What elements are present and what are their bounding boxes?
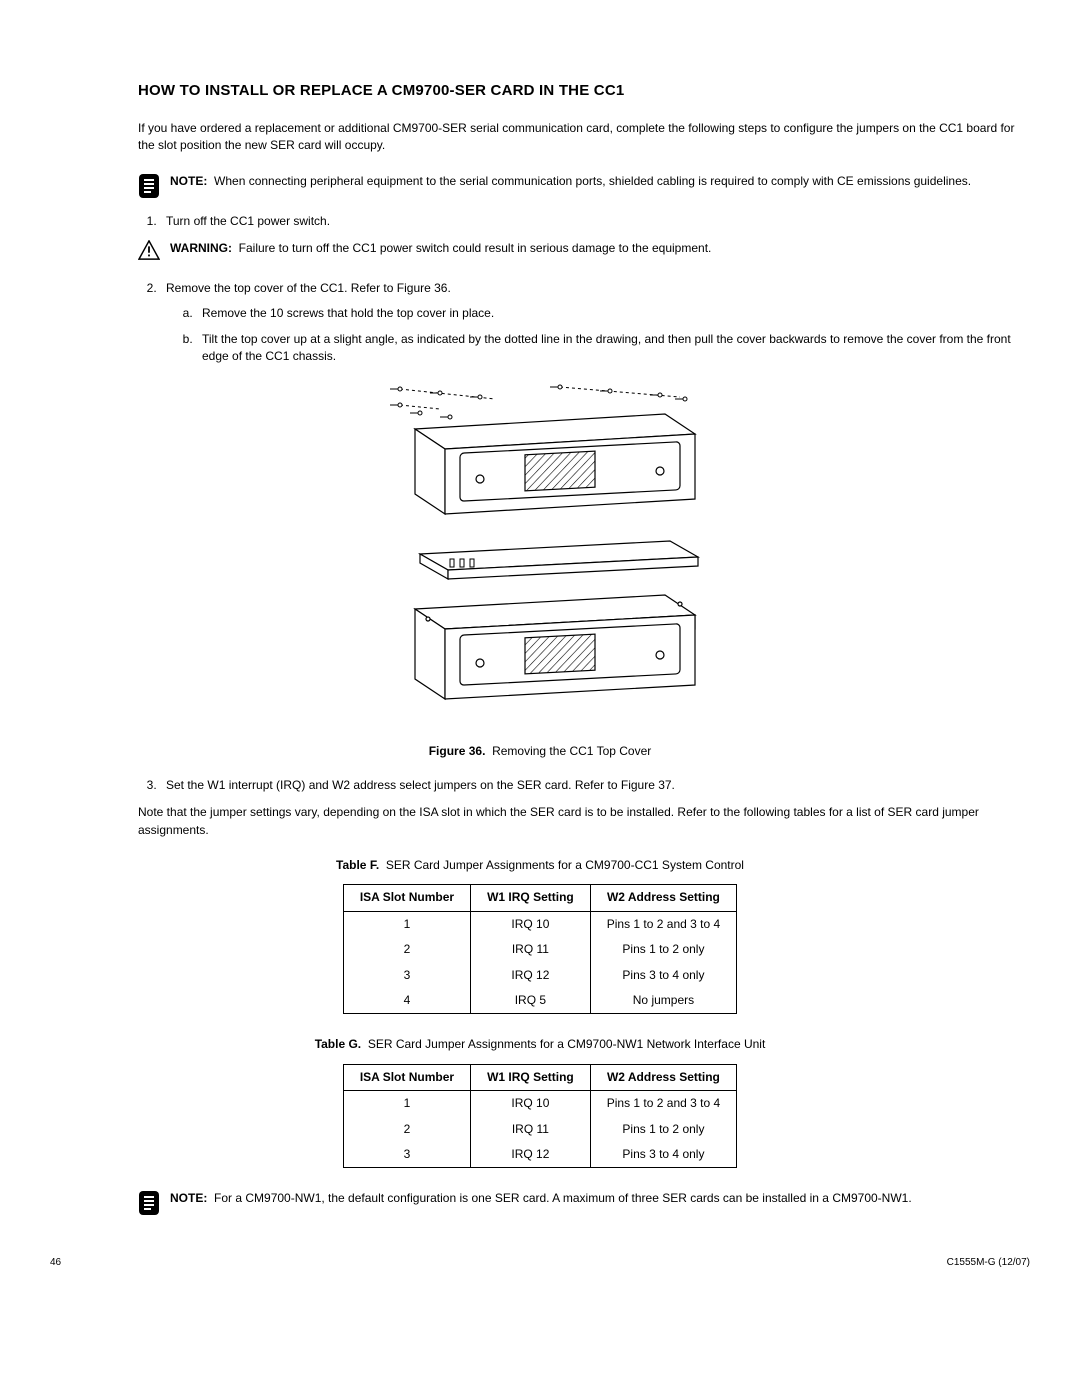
table-cell: 1 bbox=[343, 1091, 470, 1117]
table-header: W1 IRQ Setting bbox=[471, 885, 591, 911]
table-cell: 4 bbox=[343, 988, 470, 1014]
step-2b: Tilt the top cover up at a slight angle,… bbox=[196, 331, 1030, 366]
table-f: ISA Slot Number W1 IRQ Setting W2 Addres… bbox=[343, 884, 737, 1014]
note-after-steps: Note that the jumper settings vary, depe… bbox=[138, 804, 1030, 839]
table-cell: IRQ 11 bbox=[471, 937, 591, 962]
table-cell: IRQ 12 bbox=[471, 1142, 591, 1168]
table-f-caption: Table F. SER Card Jumper Assignments for… bbox=[50, 857, 1030, 874]
table-cell: IRQ 10 bbox=[471, 1091, 591, 1117]
table-f-label: Table F. bbox=[336, 858, 379, 872]
warning-text: WARNING: Failure to turn off the CC1 pow… bbox=[170, 240, 1030, 257]
note-icon bbox=[138, 173, 160, 199]
table-row: 3IRQ 12Pins 3 to 4 only bbox=[343, 963, 736, 988]
page-heading: HOW TO INSTALL OR REPLACE A CM9700-SER C… bbox=[138, 80, 1030, 102]
table-header: W2 Address Setting bbox=[590, 1064, 736, 1090]
table-header: ISA Slot Number bbox=[343, 885, 470, 911]
table-cell: 3 bbox=[343, 963, 470, 988]
note-label: NOTE: bbox=[170, 174, 207, 188]
warning-callout: WARNING: Failure to turn off the CC1 pow… bbox=[138, 240, 1030, 266]
table-cell: IRQ 10 bbox=[471, 911, 591, 937]
table-cell: Pins 1 to 2 and 3 to 4 bbox=[590, 911, 736, 937]
step-1: Turn off the CC1 power switch. bbox=[160, 213, 1030, 230]
table-cell: No jumpers bbox=[590, 988, 736, 1014]
step-3: Set the W1 interrupt (IRQ) and W2 addres… bbox=[160, 777, 1030, 794]
table-header: W1 IRQ Setting bbox=[471, 1064, 591, 1090]
note-text-2: NOTE: For a CM9700-NW1, the default conf… bbox=[170, 1190, 1030, 1207]
doc-reference: C1555M-G (12/07) bbox=[947, 1256, 1030, 1271]
table-cell: 1 bbox=[343, 911, 470, 937]
note-icon bbox=[138, 1190, 160, 1216]
table-cell: IRQ 11 bbox=[471, 1117, 591, 1142]
table-row: 1IRQ 10Pins 1 to 2 and 3 to 4 bbox=[343, 1091, 736, 1117]
note-text-1: NOTE: When connecting peripheral equipme… bbox=[170, 173, 1030, 190]
table-g-caption: Table G. SER Card Jumper Assignments for… bbox=[50, 1036, 1030, 1053]
warning-icon bbox=[138, 240, 160, 266]
step-2-text: Remove the top cover of the CC1. Refer t… bbox=[166, 281, 451, 295]
note-body: For a CM9700-NW1, the default configurat… bbox=[214, 1191, 912, 1205]
intro-paragraph: If you have ordered a replacement or add… bbox=[138, 120, 1030, 155]
table-header: ISA Slot Number bbox=[343, 1064, 470, 1090]
table-cell: Pins 3 to 4 only bbox=[590, 963, 736, 988]
note-body: When connecting peripheral equipment to … bbox=[214, 174, 971, 188]
table-g-label: Table G. bbox=[315, 1037, 361, 1051]
table-cell: 3 bbox=[343, 1142, 470, 1168]
figure-text: Removing the CC1 Top Cover bbox=[492, 744, 651, 758]
figure-label: Figure 36. bbox=[429, 744, 486, 758]
table-cell: Pins 1 to 2 only bbox=[590, 937, 736, 962]
note-callout-2: NOTE: For a CM9700-NW1, the default conf… bbox=[138, 1190, 1030, 1216]
table-row: 4IRQ 5No jumpers bbox=[343, 988, 736, 1014]
table-g: ISA Slot Number W1 IRQ Setting W2 Addres… bbox=[343, 1064, 737, 1169]
page-number: 46 bbox=[50, 1256, 61, 1271]
table-f-title: SER Card Jumper Assignments for a CM9700… bbox=[386, 858, 744, 872]
table-row: 3IRQ 12Pins 3 to 4 only bbox=[343, 1142, 736, 1168]
table-cell: Pins 1 to 2 and 3 to 4 bbox=[590, 1091, 736, 1117]
step-2a: Remove the 10 screws that hold the top c… bbox=[196, 305, 1030, 322]
table-cell: IRQ 5 bbox=[471, 988, 591, 1014]
warning-body: Failure to turn off the CC1 power switch… bbox=[239, 241, 712, 255]
table-cell: 2 bbox=[343, 1117, 470, 1142]
table-cell: 2 bbox=[343, 937, 470, 962]
step-2: Remove the top cover of the CC1. Refer t… bbox=[160, 280, 1030, 366]
table-g-title: SER Card Jumper Assignments for a CM9700… bbox=[368, 1037, 765, 1051]
table-row: 2IRQ 11Pins 1 to 2 only bbox=[343, 1117, 736, 1142]
note-callout-1: NOTE: When connecting peripheral equipme… bbox=[138, 173, 1030, 199]
table-cell: IRQ 12 bbox=[471, 963, 591, 988]
figure-caption: Figure 36. Removing the CC1 Top Cover bbox=[50, 743, 1030, 760]
table-cell: Pins 3 to 4 only bbox=[590, 1142, 736, 1168]
table-row: 1IRQ 10Pins 1 to 2 and 3 to 4 bbox=[343, 911, 736, 937]
warning-label: WARNING: bbox=[170, 241, 232, 255]
table-row: 2IRQ 11Pins 1 to 2 only bbox=[343, 937, 736, 962]
page-footer: 46 C1555M-G (12/07) bbox=[50, 1256, 1030, 1271]
table-header: W2 Address Setting bbox=[590, 885, 736, 911]
note-label: NOTE: bbox=[170, 1191, 207, 1205]
table-cell: Pins 1 to 2 only bbox=[590, 1117, 736, 1142]
figure-36 bbox=[50, 379, 1030, 729]
